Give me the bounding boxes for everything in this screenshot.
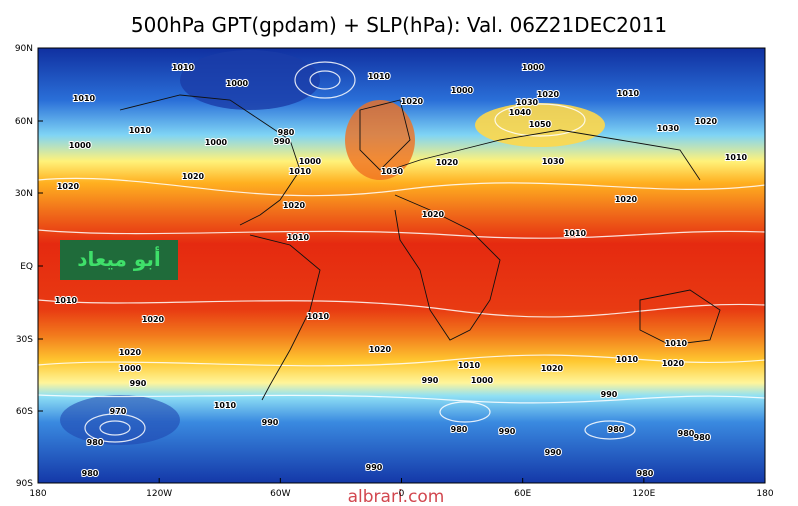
lon-label: 60W [270,489,290,499]
contour-label: 990 [130,379,147,388]
contour-label: 1040 [509,108,532,117]
contour-label: 1010 [725,153,748,162]
coastlines [119,94,721,401]
contour-label: 1000 [205,138,228,147]
footer-site: albrari.com [348,487,445,506]
contour-label: 1030 [381,167,404,176]
contour-label: 1000 [299,157,322,166]
contour-label: 1020 [695,117,718,126]
contour-label: 980 [87,438,104,447]
contour-label: 1010 [617,89,640,98]
contour-label: 1030 [657,124,680,133]
contour-label: 1020 [615,195,638,204]
contour-label: 1030 [516,98,539,107]
contour-label: 1010 [172,63,195,72]
title: 500hPa GPT(gpdam) + SLP(hPa): Val. 06Z21… [131,13,667,37]
lat-label: 90S [16,479,33,489]
contour-label: 970 [110,407,127,416]
contour-label: 1010 [368,72,391,81]
contour-label: 990 [274,137,291,146]
contour-label: 1000 [69,141,92,150]
contour-label: 1020 [283,201,306,210]
contour-label: 1020 [436,158,459,167]
contour-label: 980 [278,128,295,137]
contour-label: 1020 [662,359,685,368]
contour-label: 1010 [287,233,310,242]
contour-label: 990 [366,463,383,472]
contour-label: 990 [601,390,618,399]
contour-label: 1020 [422,210,445,219]
contour-label: 1020 [369,345,392,354]
lat-label: EQ [20,262,33,272]
contour-label: 1020 [142,315,165,324]
contour-label: 1010 [307,312,330,321]
contour-label: 1020 [119,348,142,357]
contour-label: 1010 [214,401,237,410]
contour-label: 1010 [458,361,481,370]
contour-label: 990 [545,448,562,457]
contour-label: 1000 [522,63,545,72]
lon-label: 60E [514,489,531,499]
lon-label: 180 [29,489,46,499]
contour-label: 1010 [73,94,96,103]
contour-label: 990 [262,418,279,427]
contour-label: 1020 [57,182,80,191]
lat-label: 90N [15,44,33,54]
contour-label: 1000 [451,86,474,95]
contour-label: 1030 [542,157,565,166]
contour-label: 1010 [665,339,688,348]
watermark: أبو ميعاد [77,245,160,271]
contour-label: 1000 [119,364,142,373]
contour-label: 980 [637,469,654,478]
lon-label: 0 [399,489,405,499]
contour-label: 980 [694,433,711,442]
contour-label: 1010 [564,229,587,238]
lat-label: 60N [15,117,33,127]
contour-label: 980 [451,425,468,434]
isobars [37,61,766,443]
contour-label: 1010 [129,126,152,135]
contour-label: 1020 [401,97,424,106]
lat-label: 30S [16,335,33,345]
contour-label: 1000 [226,79,249,88]
high-blob [475,103,605,147]
trough-blob [60,395,180,445]
contour-label: 980 [82,469,99,478]
lon-label: 180 [756,489,773,499]
contour-label: 990 [422,376,439,385]
watermark-bg [60,240,178,280]
contour-label: 1050 [529,120,552,129]
lat-label: 60S [16,407,33,417]
contour-label: 1000 [471,376,494,385]
contour-label: 1020 [182,172,205,181]
lon-label: 120E [632,489,655,499]
contour-label: 1010 [289,167,312,176]
contour-label: 1010 [616,355,639,364]
watermark-box: أبو ميعاد [60,240,178,280]
contour-label: 1020 [541,364,564,373]
ridge-blob [345,100,415,180]
trough-blob [180,50,320,110]
lat-label: 30N [15,189,33,199]
contour-label: 990 [499,427,516,436]
lon-label: 120W [146,489,172,499]
contour-label: 980 [608,425,625,434]
contour-label: 1020 [537,90,560,99]
contour-label: 980 [678,429,695,438]
contour-label: 1010 [55,296,78,305]
